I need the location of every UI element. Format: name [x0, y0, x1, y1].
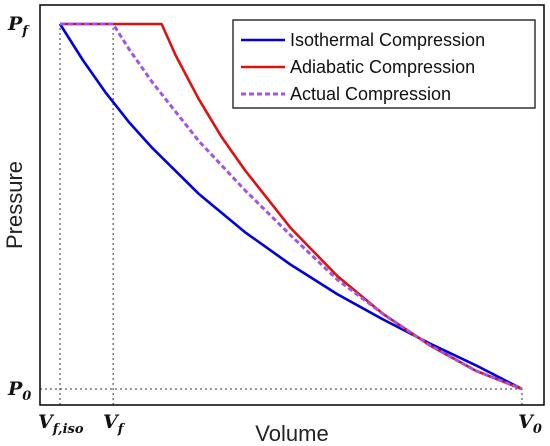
legend-label-1: Adiabatic Compression	[290, 57, 475, 77]
series-line-actual-compression	[60, 22, 523, 391]
y-tick-label-0: Pf	[7, 13, 30, 39]
x-tick-label-2: V0	[518, 411, 542, 437]
series-line-isothermal-compression	[58, 23, 523, 391]
x-tick-label-1: Vf	[103, 411, 126, 437]
legend-label-2: Actual Compression	[290, 84, 451, 104]
y-tick-label-1: P0	[7, 378, 31, 404]
x-tick-label-0: Vf,iso	[38, 411, 84, 437]
legend-label-0: Isothermal Compression	[290, 30, 485, 50]
legend: Isothermal Compression Adiabatic Compress…	[232, 19, 536, 109]
plot-area-frame	[39, 4, 545, 406]
x-axis-label: Volume	[255, 421, 328, 446]
y-axis-label: Pressure	[2, 161, 27, 249]
tick-labels: Vf,iso Vf V0 Pf P0	[7, 13, 542, 437]
series-lines	[58, 22, 523, 391]
guide-lines	[40, 24, 523, 405]
